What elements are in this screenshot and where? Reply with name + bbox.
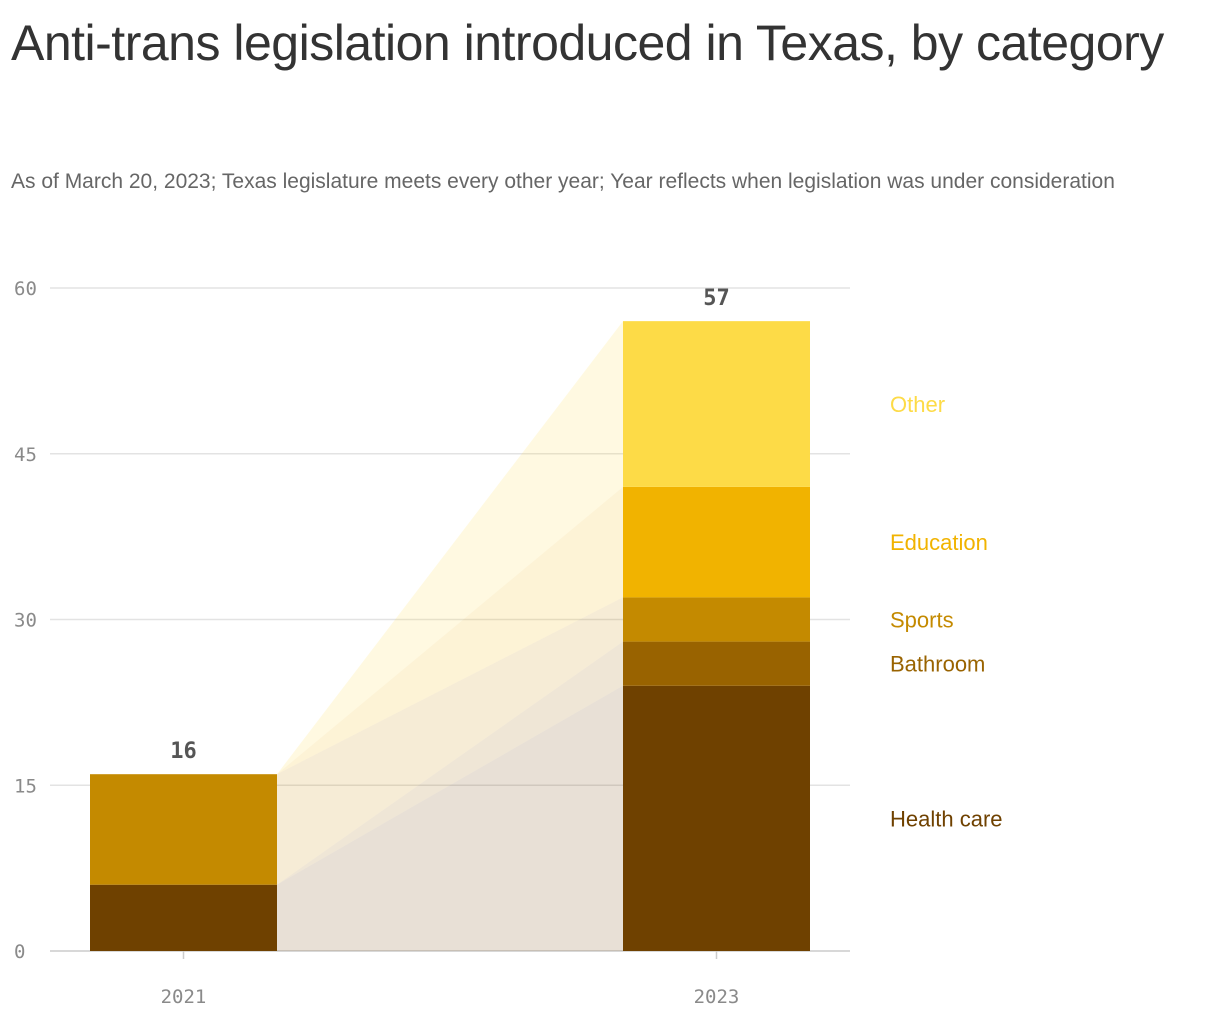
bars bbox=[90, 321, 810, 951]
connector-education bbox=[277, 486, 623, 775]
y-tick-label-45: 45 bbox=[14, 444, 37, 466]
chart-title: Anti-trans legislation introduced in Tex… bbox=[11, 15, 1164, 71]
series-label-health-care: Health care bbox=[890, 806, 1003, 831]
connector-sports bbox=[277, 597, 623, 885]
series-label-education: Education bbox=[890, 530, 988, 555]
connector-health-care bbox=[277, 685, 623, 951]
y-tick-label-60: 60 bbox=[14, 278, 37, 300]
y-tick-label-30: 30 bbox=[14, 610, 37, 632]
chart-subtitle: As of March 20, 2023; Texas legislature … bbox=[11, 170, 1115, 193]
x-tick-label-2021: 2021 bbox=[161, 986, 207, 1008]
connector-bands bbox=[277, 321, 623, 951]
total-label-2021: 16 bbox=[170, 739, 197, 764]
bar-2023-bathroom bbox=[623, 641, 810, 686]
y-axis: 0 15 30 45 60 bbox=[14, 278, 37, 963]
bar-2023-other bbox=[623, 321, 810, 487]
y-tick-label-15: 15 bbox=[14, 775, 37, 797]
bar-2023-education bbox=[623, 486, 810, 598]
bar-2023-sports bbox=[623, 597, 810, 642]
connector-other bbox=[277, 321, 623, 775]
bar-2021-health-care bbox=[90, 884, 277, 951]
x-tick-label-2023: 2023 bbox=[694, 986, 740, 1008]
series-label-bathroom: Bathroom bbox=[890, 652, 985, 677]
series-label-sports: Sports bbox=[890, 608, 954, 633]
bar-2021-sports bbox=[90, 774, 277, 885]
series-labels: Health care Bathroom Sports Education Other bbox=[890, 392, 1003, 831]
x-axis: 2021 2023 bbox=[161, 951, 740, 1008]
bar-2023-health-care bbox=[623, 685, 810, 951]
y-tick-label-0: 0 bbox=[14, 941, 25, 963]
series-label-other: Other bbox=[890, 392, 945, 417]
connector-bathroom bbox=[277, 641, 623, 885]
total-label-2023: 57 bbox=[703, 286, 730, 311]
